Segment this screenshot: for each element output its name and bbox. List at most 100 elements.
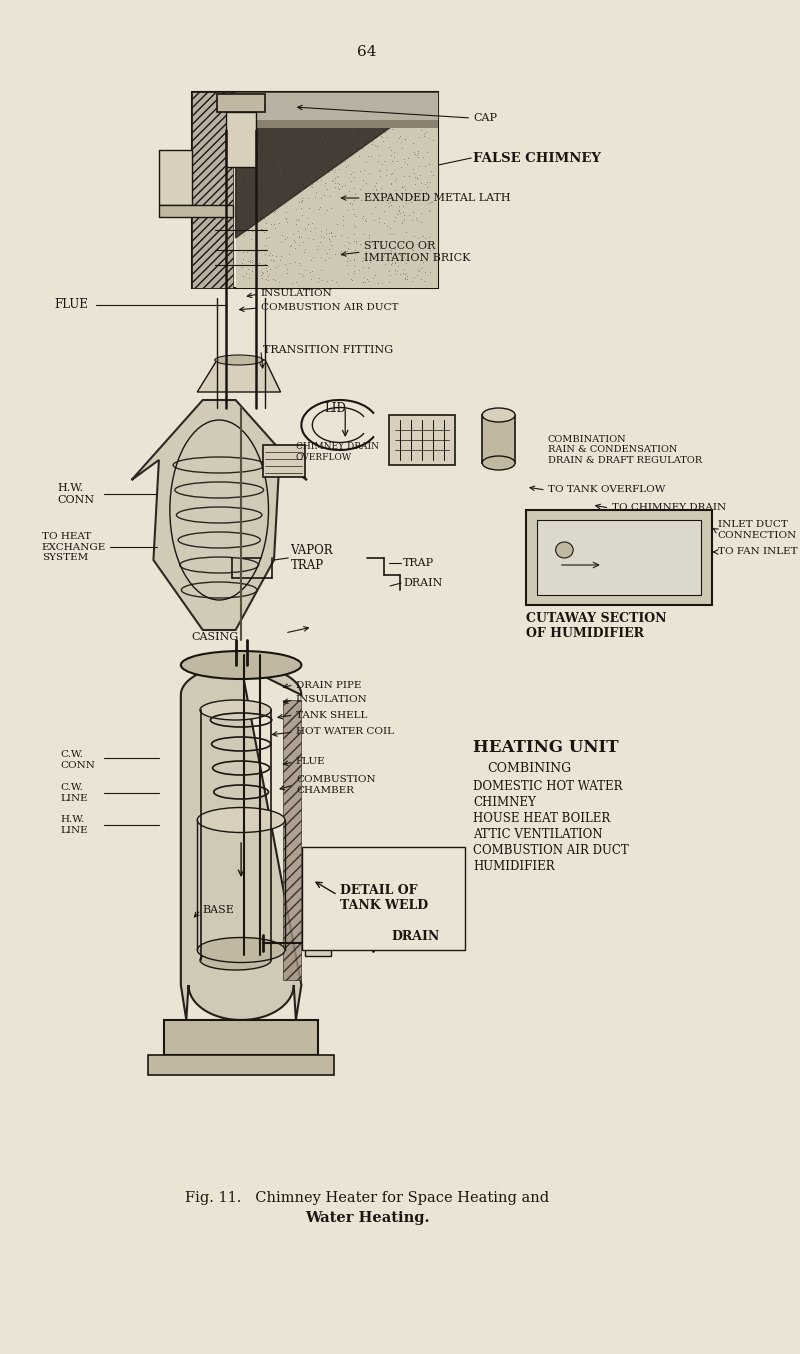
Point xyxy=(350,233,362,255)
Text: COMBUSTION AIR DUCT: COMBUSTION AIR DUCT xyxy=(474,845,629,857)
Point xyxy=(401,146,414,168)
Point xyxy=(366,268,379,290)
Point xyxy=(258,196,271,218)
Text: TO TANK OVERFLOW: TO TANK OVERFLOW xyxy=(548,486,666,494)
Point xyxy=(246,260,258,282)
Point xyxy=(414,92,426,114)
Point xyxy=(425,161,438,183)
Text: DETAIL OF
TANK WELD: DETAIL OF TANK WELD xyxy=(340,884,428,913)
Point xyxy=(359,172,372,194)
Point xyxy=(269,88,282,110)
Point xyxy=(306,115,319,137)
Point xyxy=(368,209,381,230)
Point xyxy=(418,173,431,195)
Point xyxy=(371,181,384,203)
Point xyxy=(278,160,291,181)
Point xyxy=(308,127,321,149)
Point xyxy=(238,203,250,225)
Point xyxy=(294,144,307,165)
Text: COMBUSTION
CHAMBER: COMBUSTION CHAMBER xyxy=(296,776,375,795)
Point xyxy=(262,264,275,286)
Point xyxy=(382,96,394,118)
Point xyxy=(406,269,418,291)
Point xyxy=(406,133,419,154)
Point xyxy=(322,102,335,123)
Point xyxy=(335,176,348,198)
Point xyxy=(295,198,308,219)
Bar xyxy=(192,92,234,288)
Point xyxy=(394,131,407,153)
Point xyxy=(354,116,367,138)
Point xyxy=(300,167,313,188)
Point xyxy=(294,138,307,160)
Point xyxy=(310,180,322,202)
Point xyxy=(242,250,254,272)
Text: CUTAWAY SECTION
OF HUMIDIFIER: CUTAWAY SECTION OF HUMIDIFIER xyxy=(526,612,666,640)
Point xyxy=(238,168,251,190)
Point xyxy=(318,106,331,127)
Bar xyxy=(159,204,234,217)
Point xyxy=(251,146,264,168)
Point xyxy=(310,238,323,260)
Point xyxy=(347,249,360,271)
Point xyxy=(356,204,369,226)
Point xyxy=(306,227,319,249)
Point xyxy=(373,112,386,134)
Point xyxy=(330,271,342,292)
Point xyxy=(324,196,337,218)
Point xyxy=(334,225,347,246)
Point xyxy=(330,116,342,138)
Point xyxy=(320,131,333,153)
Point xyxy=(262,145,275,167)
Point xyxy=(388,141,401,162)
Point xyxy=(370,172,382,194)
Point xyxy=(389,252,402,274)
Text: Fig. 11.   Chimney Heater for Space Heating and: Fig. 11. Chimney Heater for Space Heatin… xyxy=(185,1192,549,1205)
Point xyxy=(385,173,398,195)
Point xyxy=(326,169,338,191)
Point xyxy=(305,175,318,196)
Point xyxy=(384,246,397,268)
Point xyxy=(261,152,274,173)
Point xyxy=(389,179,402,200)
Point xyxy=(237,265,250,287)
Point xyxy=(321,271,334,292)
Point xyxy=(270,88,283,110)
Point xyxy=(289,252,302,274)
Point xyxy=(239,125,252,146)
Point xyxy=(347,167,360,188)
Point xyxy=(264,122,277,144)
Point xyxy=(330,96,342,118)
Point xyxy=(334,240,347,261)
Point xyxy=(293,263,306,284)
Point xyxy=(370,126,382,148)
Point xyxy=(311,271,324,292)
Point xyxy=(279,209,292,230)
Point xyxy=(356,137,369,158)
Point xyxy=(327,108,340,130)
Point xyxy=(344,249,357,271)
Point xyxy=(247,165,260,187)
Point xyxy=(302,196,315,218)
Point xyxy=(414,108,427,130)
Point xyxy=(300,142,313,164)
Point xyxy=(255,185,268,207)
Point xyxy=(285,111,298,133)
Point xyxy=(242,215,254,237)
Point xyxy=(309,108,322,130)
Point xyxy=(315,260,328,282)
Point xyxy=(254,218,267,240)
Point xyxy=(357,248,370,269)
Point xyxy=(262,157,274,179)
Point xyxy=(425,191,438,213)
Point xyxy=(312,267,325,288)
Point xyxy=(418,185,430,207)
Point xyxy=(361,114,374,135)
Point xyxy=(246,219,258,241)
Point xyxy=(296,187,309,209)
Point xyxy=(270,137,283,158)
Text: H.W.
CONN: H.W. CONN xyxy=(57,483,94,505)
Point xyxy=(257,240,270,261)
Point xyxy=(239,172,252,194)
Point xyxy=(269,218,282,240)
